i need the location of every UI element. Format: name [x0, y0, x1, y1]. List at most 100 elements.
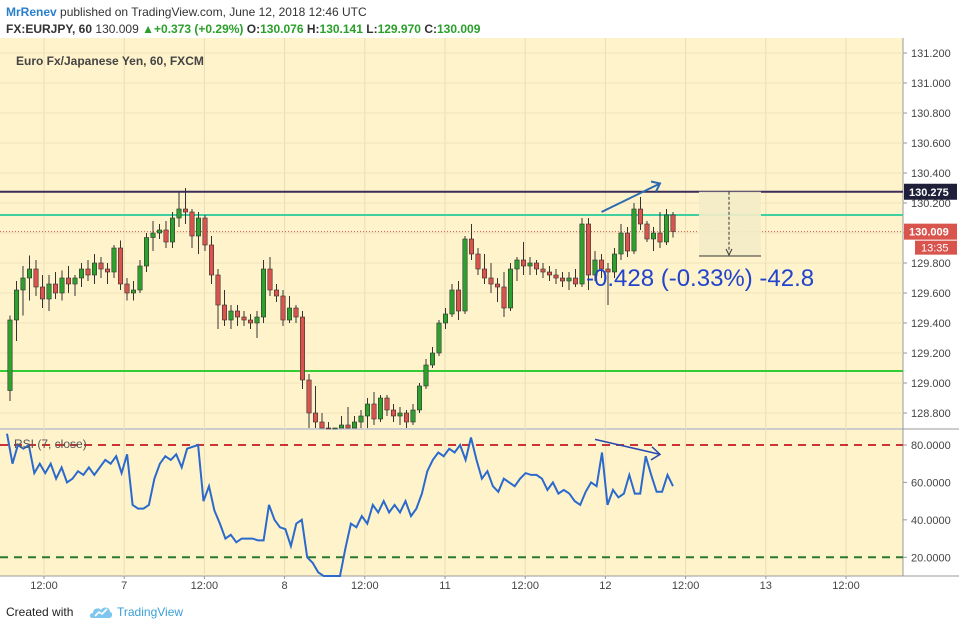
- candle-body: [254, 316, 260, 324]
- close-label: C:: [424, 22, 437, 36]
- x-tick-label: 7: [121, 580, 127, 592]
- candle-body: [124, 283, 130, 294]
- price-tick-label: 129.200: [911, 348, 951, 360]
- rsi-title: RSI (7, close): [14, 437, 87, 451]
- x-tick-label: 12:00: [351, 580, 379, 592]
- price-tick-label: 131.200: [911, 48, 951, 60]
- publish-line: MrRenev published on TradingView.com, Ju…: [6, 5, 367, 19]
- candle-body: [377, 397, 383, 420]
- rsi-tick-label: 20.0000: [911, 552, 951, 564]
- candle-body: [319, 421, 325, 429]
- candle-body: [605, 268, 611, 273]
- candle-body: [157, 229, 163, 234]
- candle-body: [488, 277, 494, 285]
- candle-body: [79, 268, 85, 279]
- x-tick-label: 12: [599, 580, 611, 592]
- last-price-label-bg: [904, 223, 957, 240]
- candle-body: [559, 277, 565, 282]
- close-value: 130.009: [436, 22, 481, 36]
- candle-body: [176, 208, 182, 219]
- x-tick-label: 12:00: [30, 580, 58, 592]
- tradingview-link[interactable]: TradingView: [117, 605, 184, 619]
- candle-body: [170, 217, 176, 243]
- chart-title: Euro Fx/Japanese Yen, 60, FXCM: [16, 54, 204, 68]
- rsi-divergence-arrow: [594, 438, 661, 456]
- rsi-pane: [0, 430, 903, 576]
- candle-body: [403, 412, 409, 423]
- candle-body: [429, 352, 435, 366]
- candle-body: [423, 364, 429, 387]
- candle-body: [592, 259, 598, 276]
- candle-body: [105, 268, 111, 273]
- candle-body: [260, 268, 266, 318]
- candle-body: [442, 313, 448, 324]
- symbol-label: FX:EURJPY, 60: [6, 22, 93, 36]
- rsi-tick-label: 60.0000: [911, 477, 951, 489]
- tradingview-logo-icon: [89, 607, 113, 618]
- candle-body: [390, 409, 396, 417]
- measure-arrow-head: [725, 248, 733, 257]
- low-value: 129.970: [377, 22, 421, 36]
- candle-body: [410, 409, 416, 423]
- candle-body: [228, 310, 234, 321]
- candle-body: [494, 283, 500, 288]
- candle-body: [663, 214, 669, 243]
- candle-body: [26, 268, 32, 279]
- candle-body: [416, 385, 422, 411]
- candle-body: [209, 244, 215, 276]
- x-tick-label: 11: [439, 580, 450, 592]
- candle-body: [364, 403, 370, 417]
- published-text: published on TradingView.com, June 12, 2…: [60, 5, 367, 19]
- measurement-label: -0.428 (-0.33%) -42.8: [586, 265, 814, 292]
- rsi-tick-label: 40.0000: [911, 515, 951, 527]
- candle-body: [501, 286, 507, 309]
- candle-body: [572, 277, 578, 285]
- price-tick-label: 129.400: [911, 318, 951, 330]
- candle-body: [14, 289, 20, 321]
- candle-body: [222, 304, 228, 321]
- candle-body: [312, 412, 318, 423]
- candle-body: [507, 268, 513, 309]
- arrow-up-icon: ▲: [142, 22, 155, 36]
- candle-body: [650, 232, 656, 240]
- candle-body: [481, 268, 487, 279]
- candle-body: [92, 262, 98, 276]
- candle-body: [332, 427, 338, 430]
- candle-body: [286, 307, 292, 321]
- resistance-price-label: 130.275: [909, 187, 949, 199]
- price-axis-bg: [903, 38, 959, 576]
- candle-body: [455, 289, 461, 312]
- candle-body: [267, 268, 273, 291]
- candle-body: [475, 253, 481, 270]
- author-link[interactable]: MrRenev: [6, 5, 57, 19]
- candle-body: [98, 262, 104, 270]
- candle-body: [618, 232, 624, 255]
- candle-body: [345, 424, 351, 429]
- candle-body: [46, 283, 52, 300]
- price-tick-label: 130.600: [911, 138, 951, 150]
- candle-body: [215, 274, 221, 306]
- price-tick-label: 130.800: [911, 108, 951, 120]
- countdown-bg: [915, 240, 957, 255]
- candle-body: [436, 322, 442, 354]
- high-value: 130.141: [319, 22, 363, 36]
- candle-body: [163, 229, 169, 243]
- candle-body: [299, 316, 305, 381]
- high-label: H:: [306, 22, 320, 36]
- candle-body: [235, 310, 241, 318]
- candle-body: [397, 412, 403, 417]
- candle-body: [611, 253, 617, 273]
- price-chart[interactable]: 12:00 7 12:00 8 12:00 11 12:00 12 12:00 13 12:00 13…: [0, 38, 962, 600]
- x-tick-label: 12:00: [511, 580, 539, 592]
- x-tick-label: 12:00: [191, 580, 219, 592]
- candle-body: [566, 277, 572, 282]
- candle-body: [7, 319, 13, 391]
- candle-body: [546, 271, 552, 276]
- candle-body: [598, 259, 604, 270]
- candle-body: [527, 262, 533, 267]
- footer: Created with TradingView: [0, 600, 962, 630]
- candle-body: [273, 289, 279, 297]
- candle-body: [20, 277, 26, 291]
- candle-body: [540, 268, 546, 273]
- candle-body: [384, 397, 390, 411]
